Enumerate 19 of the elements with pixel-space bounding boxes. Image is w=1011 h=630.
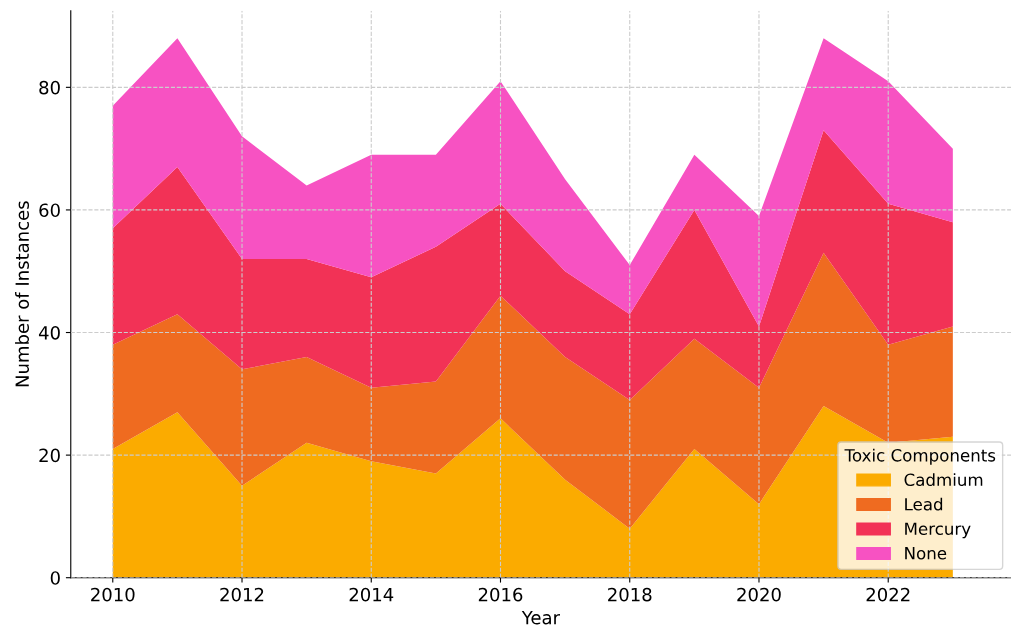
y-axis-title: Number of Instances <box>15 201 30 387</box>
legend-label: Cadmium <box>904 473 983 487</box>
x-tick-label: 2012 <box>220 587 264 602</box>
x-tick-label: 2014 <box>349 587 394 602</box>
x-tick-label: 2010 <box>91 587 135 602</box>
x-tick-label: 2020 <box>737 587 781 602</box>
legend-title: Toxic Components <box>844 448 996 465</box>
x-tick-label: 2022 <box>866 587 910 602</box>
legend-label: Lead <box>905 497 943 511</box>
x-tick-label: 2016 <box>478 587 523 602</box>
y-tick-label: 80 <box>39 80 60 95</box>
y-tick-label: 60 <box>39 203 60 218</box>
y-tick-label: 40 <box>38 325 60 340</box>
y-tick-label: 20 <box>39 448 60 463</box>
legend-label: Mercury <box>905 522 971 539</box>
x-axis-title: Year <box>521 611 560 625</box>
x-tick-label: 2018 <box>608 587 652 602</box>
legend-label: None <box>905 547 947 560</box>
y-tick-label: 0 <box>50 571 60 585</box>
